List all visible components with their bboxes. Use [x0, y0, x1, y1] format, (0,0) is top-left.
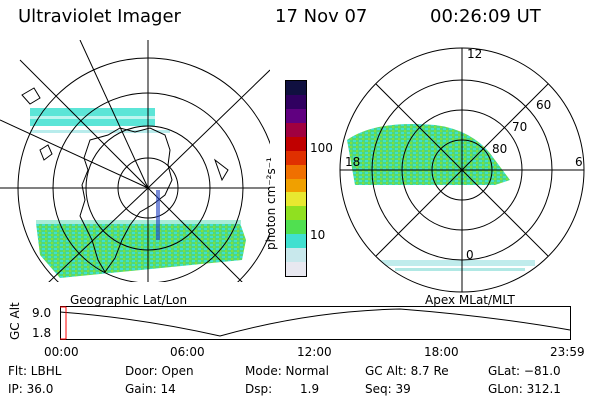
apex-caption: Apex MLat/MLT [425, 293, 515, 307]
lat-label-60: 60 [536, 98, 552, 112]
altitude-xtick-1800: 18:00 [424, 345, 459, 359]
mlt-label-0: 0 [466, 248, 474, 262]
colorbar-segment [286, 81, 306, 96]
mlt-label-12: 12 [467, 47, 483, 61]
colorbar-segment [286, 136, 306, 151]
geographic-caption: Geographic Lat/Lon [70, 293, 188, 307]
seq-status: Seq: 39 [365, 382, 411, 396]
colorbar-segment [286, 95, 306, 109]
filter-status: Flt: LBHL [8, 364, 62, 378]
lat-label-70: 70 [512, 120, 528, 134]
colorbar-segment [286, 150, 306, 165]
colorbar-segment [286, 220, 306, 235]
mlt-label-6: 6 [575, 155, 583, 169]
colorbar-segment [286, 248, 306, 263]
altitude-ylabel: GC Alt [8, 302, 22, 340]
altitude-ytick-min: 1.8 [32, 326, 52, 340]
magnetic-map [339, 47, 585, 293]
gain-status: Gain: 14 [125, 382, 176, 396]
glon-status: GLon: 312.1 [488, 382, 561, 396]
altitude-xtick-0000: 00:00 [44, 345, 79, 359]
colorbar-segment [286, 262, 306, 276]
altitude-xtick-1200: 12:00 [297, 345, 332, 359]
lat-label-80: 80 [492, 142, 508, 156]
gc-alt-status: GC Alt: 8.7 Re [365, 364, 449, 378]
altitude-xtick-0600: 06:00 [170, 345, 205, 359]
color-bar [285, 80, 307, 277]
dsp-label: Dsp: [245, 382, 273, 396]
altitude-xtick-2359: 23:59 [550, 345, 585, 359]
geographic-map [0, 40, 270, 282]
instrument-title: Ultraviolet Imager [18, 6, 181, 27]
door-status: Door: Open [125, 364, 194, 378]
colorbar-segment [286, 206, 306, 221]
colorbar-tick-10: 10 [310, 228, 326, 242]
dsp-value: 1.9 [300, 382, 320, 396]
colorbar-segment [286, 192, 306, 207]
altitude-ytick-max: 9.0 [32, 306, 52, 320]
colorbar-tick-100: 100 [310, 141, 333, 155]
bottom-swath [36, 223, 246, 278]
altitude-curve [60, 308, 571, 337]
colorbar-segment [286, 178, 306, 193]
altitude-plot [60, 306, 571, 340]
colorbar-unit-label: photon cm⁻²s⁻¹ [264, 157, 278, 250]
continent-outline [79, 127, 173, 273]
ip-status: IP: 36.0 [8, 382, 54, 396]
auroral-swath [347, 124, 510, 185]
mlt-label-18: 18 [345, 155, 361, 169]
date-label: 17 Nov 07 [275, 6, 368, 27]
colorbar-segment [286, 108, 306, 123]
colorbar-segment [286, 122, 306, 137]
colorbar-segment [286, 234, 306, 249]
mode-status: Mode: Normal [245, 364, 329, 378]
colorbar-segment [286, 164, 306, 179]
glat-status: GLat: −81.0 [488, 364, 561, 378]
time-label: 00:26:09 UT [430, 6, 541, 27]
